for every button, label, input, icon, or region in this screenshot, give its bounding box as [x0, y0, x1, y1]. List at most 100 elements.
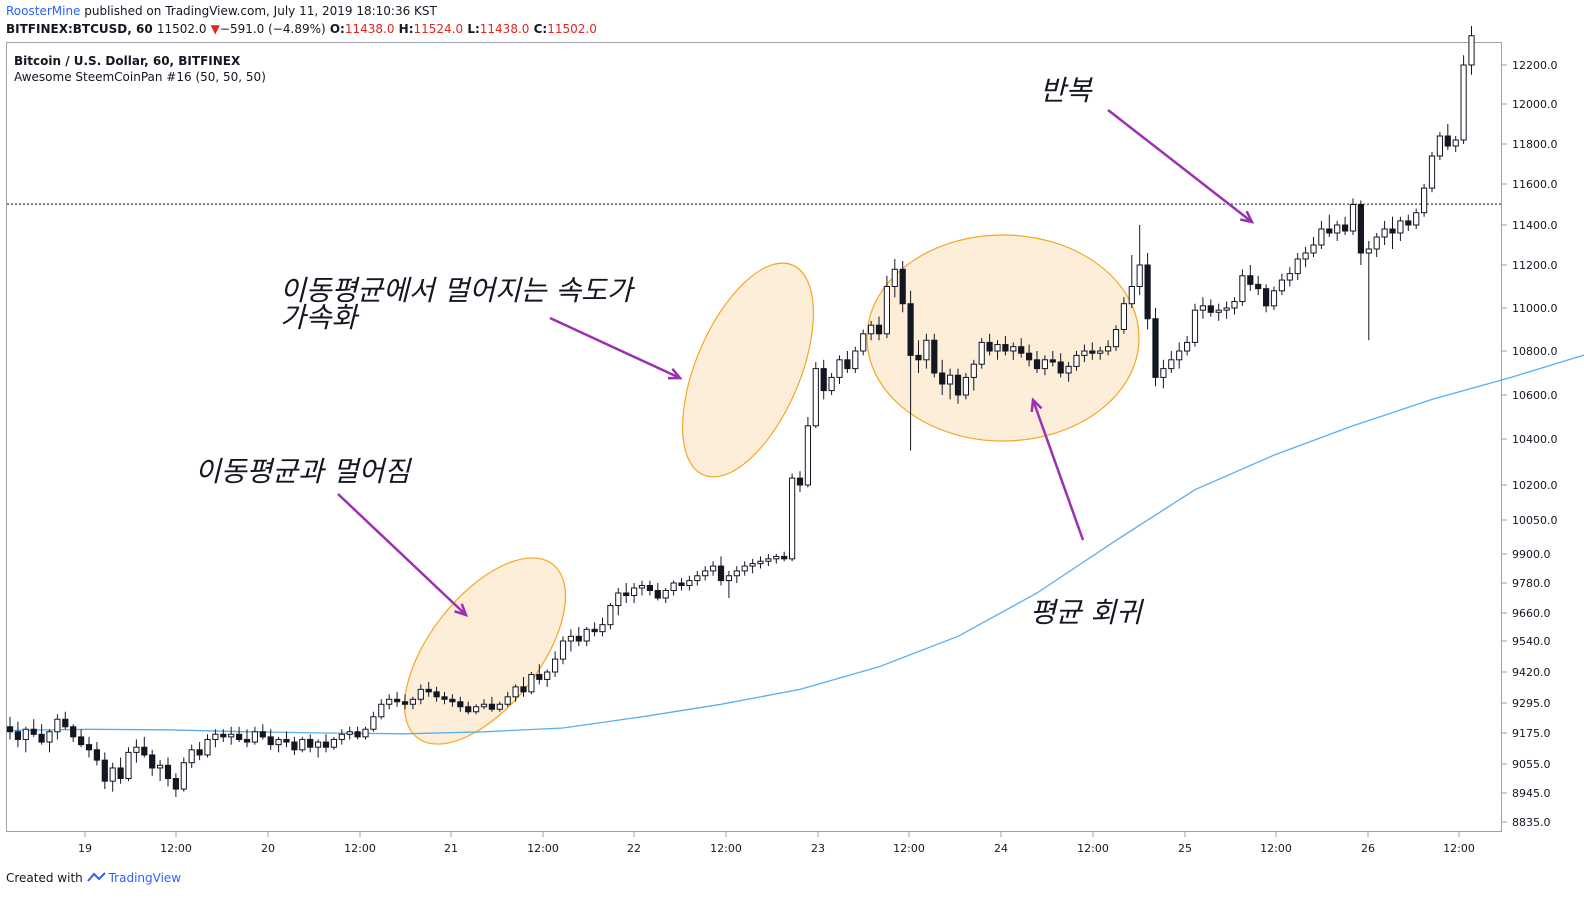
candle-body	[765, 558, 772, 562]
candle-body	[1112, 329, 1120, 348]
candle-body	[425, 688, 432, 693]
y-tick-label: 11600.0	[1512, 178, 1558, 191]
x-tick-label: 12:00	[344, 842, 376, 855]
candle-body	[844, 359, 851, 370]
candle-body	[212, 733, 219, 740]
y-tick-label: 10800.0	[1512, 345, 1558, 358]
candle-body	[812, 368, 819, 427]
author-link[interactable]: RoosterMine	[6, 4, 81, 18]
candle-body	[409, 698, 416, 705]
annotation-label: 이동평균에서 멀어지는 속도가	[280, 274, 636, 307]
candle-body	[552, 658, 559, 673]
x-tick-label: 12:00	[527, 842, 559, 855]
candle-body	[433, 691, 440, 698]
candle-body	[1160, 368, 1167, 378]
candle-body	[559, 640, 567, 660]
candle-body	[480, 703, 488, 708]
candle-body	[1231, 301, 1238, 309]
candle-body	[449, 698, 456, 703]
y-tick-label: 9420.0	[1512, 666, 1551, 679]
close-value: 11502.0	[547, 22, 597, 36]
arrow-head-icon	[454, 603, 469, 617]
candle-body	[441, 696, 448, 700]
y-tick-label: 11400.0	[1512, 219, 1558, 232]
candle-body	[1381, 228, 1388, 238]
last-price: 11502.0	[156, 22, 207, 36]
candle-body	[1270, 290, 1278, 307]
annotation-arrow	[1031, 399, 1085, 541]
candle-body	[512, 686, 519, 698]
annotation-arrow	[1107, 109, 1253, 223]
price-change: −591.0 (−4.89%)	[219, 22, 326, 36]
candle-body	[852, 350, 859, 370]
candle-body	[678, 582, 685, 586]
y-tick-label: 10400.0	[1512, 433, 1558, 446]
candle-body	[473, 706, 480, 713]
candle-body	[520, 686, 527, 693]
candle-body	[1263, 288, 1270, 307]
candle-body	[970, 363, 977, 378]
candle-body	[1286, 273, 1293, 281]
candle-body	[615, 592, 622, 606]
candle-body	[236, 733, 243, 740]
candle-body	[836, 359, 843, 378]
candle-body	[465, 706, 472, 713]
candle-body	[362, 728, 369, 738]
candle-body	[220, 733, 227, 738]
candle-body	[733, 570, 740, 577]
candle-body	[1302, 252, 1309, 260]
candle-body	[180, 762, 187, 790]
candle-body	[401, 701, 409, 705]
footer: Created with TradingView	[6, 871, 181, 885]
candle-body	[962, 376, 969, 396]
candle-body	[528, 673, 535, 693]
x-tick-label: 12:00	[1077, 842, 1109, 855]
highlight-ellipse	[682, 262, 814, 478]
candle-body	[631, 587, 638, 596]
candle-body	[1184, 341, 1191, 352]
candle-body	[54, 718, 61, 733]
candle-body	[702, 570, 709, 577]
candle-body	[1373, 236, 1380, 250]
candle-body	[386, 698, 393, 705]
candle-body	[804, 425, 811, 486]
arrow-head-icon	[1030, 397, 1043, 413]
annotation-arrow	[549, 316, 681, 380]
candle-body	[1405, 220, 1412, 226]
candle-body	[1081, 350, 1088, 356]
y-tick-label: 9295.0	[1512, 697, 1551, 710]
candle-body	[646, 585, 653, 591]
candle-body	[228, 733, 235, 738]
candle-body	[125, 751, 132, 779]
high-value: 11524.0	[413, 22, 464, 36]
y-tick-label: 9900.0	[1512, 548, 1551, 561]
y-tick-label: 12200.0	[1512, 59, 1558, 72]
y-tick-label: 8945.0	[1512, 787, 1551, 800]
tradingview-brand[interactable]: TradingView	[108, 871, 182, 885]
plot-area[interactable]	[6, 42, 1502, 832]
candle-body	[299, 738, 306, 751]
candle-body	[1247, 275, 1254, 285]
candle-body	[38, 733, 45, 743]
candle-body	[1365, 248, 1372, 254]
candle-body	[1428, 155, 1436, 189]
indicator-legend: Awesome SteemCoinPan #16 (50, 50, 50)	[14, 70, 266, 84]
chart-title: Bitcoin / U.S. Dollar, 60, BITFINEX	[14, 54, 241, 68]
candle-body	[686, 580, 693, 586]
candle-body	[338, 733, 345, 740]
candle-body	[1152, 318, 1159, 378]
candle-body	[725, 575, 732, 582]
candle-body	[717, 565, 725, 582]
y-tick-label: 9055.0	[1512, 758, 1551, 771]
candle-body	[638, 585, 646, 589]
candle-body	[757, 560, 764, 565]
candle-body	[544, 671, 551, 680]
candle-body	[954, 374, 962, 396]
candle-body	[820, 368, 827, 392]
candle-body	[1239, 275, 1246, 303]
candle-body	[860, 333, 867, 352]
low-value: 11438.0	[479, 22, 530, 36]
candle-body	[101, 759, 108, 782]
candle-body	[591, 628, 598, 633]
y-tick-label: 11800.0	[1512, 138, 1558, 151]
